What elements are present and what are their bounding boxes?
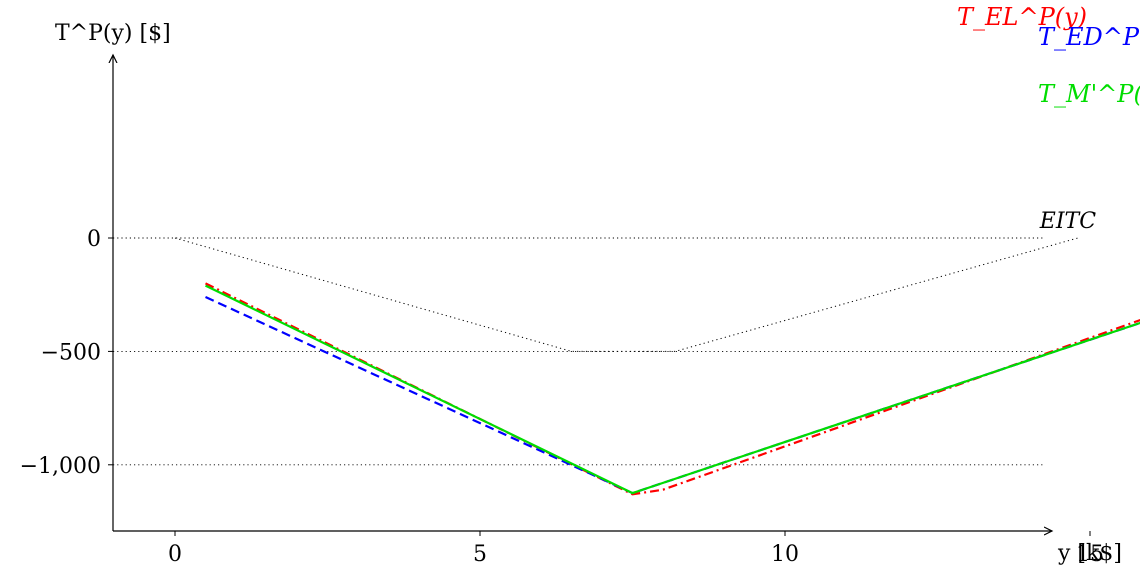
- series-line-0: [205, 282, 1140, 496]
- x-tick-label: 10: [771, 542, 799, 567]
- series-label: T_M'^P(y): [1038, 80, 1140, 108]
- x-tick-label: 15: [1076, 542, 1104, 567]
- y-axis-title: T^P(y) [$]: [55, 21, 171, 46]
- y-tick-label: −1,000: [20, 454, 101, 479]
- series-line-1: [205, 296, 1140, 495]
- x-axis-title: y [k$]: [1057, 541, 1122, 566]
- ticks: 0−500−1,0000510152025: [20, 227, 1104, 567]
- series-line-2: [205, 284, 1140, 495]
- series-label: T_EL^P(y): [957, 3, 1087, 31]
- series-lines: [174, 237, 1140, 496]
- annotation-label: EITC: [1039, 209, 1096, 234]
- y-tick-label: −500: [41, 340, 101, 365]
- grid-lines: [113, 237, 1044, 466]
- annotations: EITC: [1039, 209, 1096, 234]
- series-labels: T_EL^P(y)T_ED^P(y) T_M'^P(y): [957, 3, 1140, 108]
- y-tick-label: 0: [87, 227, 101, 252]
- series-label: T_ED^P(y): [1038, 23, 1140, 51]
- x-tick-label: 0: [168, 542, 182, 567]
- x-tick-label: 5: [473, 542, 487, 567]
